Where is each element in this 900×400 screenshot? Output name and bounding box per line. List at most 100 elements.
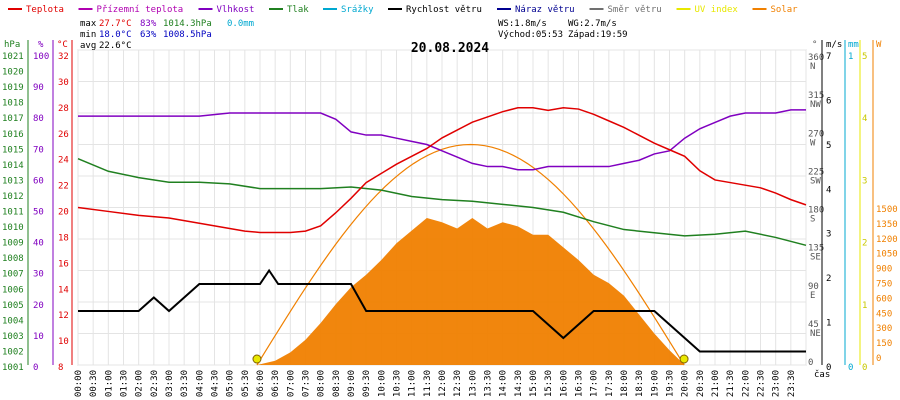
stat-min-label: min	[80, 30, 96, 40]
axis-tick-ms: 3	[826, 230, 831, 240]
axis-tick-dir: 45	[808, 320, 819, 330]
axis-tick-dir-name: S	[810, 215, 815, 225]
axis-tick-hpa: 1004	[2, 316, 24, 326]
axis-tick-dir: 135	[808, 244, 824, 254]
axis-tick-hpa: 1020	[2, 68, 24, 78]
axis-tick-pct: 80	[33, 114, 44, 124]
series-humidity	[78, 109, 806, 171]
axis-tick-dir-name: N	[810, 62, 815, 72]
axis-tick-time: 11:30	[423, 370, 433, 397]
axis-tick-time: 00:30	[89, 370, 99, 397]
stat-max-press: 1014.3hPa	[163, 19, 212, 29]
axis-tick-time: 15:00	[529, 370, 539, 397]
axis-tick-time: 02:00	[135, 370, 145, 397]
axis-tick-dir: 315	[808, 91, 824, 101]
axis-tick-c: 24	[58, 156, 69, 166]
axis-tick-time: 10:00	[377, 370, 387, 397]
axis-tick-dir-name: SW	[810, 176, 821, 186]
stat-avg-temp: 22.6°C	[99, 41, 132, 51]
stat-min-temp: 18.0°C	[99, 30, 132, 40]
axis-tick-w: 300	[876, 324, 892, 334]
grid	[77, 49, 807, 366]
stat-avg-label: avg	[80, 41, 96, 51]
axis-tick-uv: 2	[862, 239, 867, 249]
stat-wg: WG:2.7m/s	[568, 19, 617, 29]
axis-tick-pct: 60	[33, 176, 44, 186]
axis-tick-time: 15:30	[544, 370, 554, 397]
legend-item: Přízemní teplota	[97, 5, 184, 15]
axis-tick-time: 19:00	[650, 370, 660, 397]
axis-tick-ms: 7	[826, 52, 831, 62]
axis-tick-time: 06:30	[271, 370, 281, 397]
axis-tick-uv: 3	[862, 176, 867, 186]
axis-tick-c: 18	[58, 233, 69, 243]
axis-tick-hpa: 1009	[2, 239, 24, 249]
axis-tick-w: 750	[876, 280, 892, 290]
axis-tick-time: 08:30	[332, 370, 342, 397]
axis-tick-hpa: 1001	[2, 363, 24, 373]
axis-tick-mm: 0	[848, 363, 853, 373]
axis-tick-time: 16:00	[559, 370, 569, 397]
axis-tick-pct: 100	[33, 52, 49, 62]
axis-tick-hpa: 1002	[2, 347, 24, 357]
axis-tick-uv: 4	[862, 114, 867, 124]
legend-item: Srážky	[341, 5, 374, 15]
axis-tick-time: 10:30	[393, 370, 403, 397]
axis-tick-hpa: 1021	[2, 52, 24, 62]
axis-tick-hpa: 1003	[2, 332, 24, 342]
axis-tick-hpa: 1015	[2, 145, 24, 155]
axis-tick-c: 14	[58, 285, 69, 295]
axis-tick-dir-name: NE	[810, 329, 821, 339]
axis-tick-dir: 225	[808, 167, 824, 177]
stat-rain: 0.0mm	[227, 19, 254, 29]
axes-layer: hPa% °C1021102010191018101710161015101410…	[2, 40, 898, 397]
stats-panel: max 27.7°C 83% 1014.3hPa 0.0mm min 18.0°…	[80, 19, 628, 51]
axis-tick-time: 21:00	[711, 370, 721, 397]
stat-max-temp: 27.7°C	[99, 19, 132, 29]
axis-tick-c: 20	[58, 208, 69, 218]
axis-tick-w: 600	[876, 294, 892, 304]
series-temperature	[77, 106, 807, 234]
axis-tick-pct: 20	[33, 301, 44, 311]
axis-unit-mm: mm	[848, 40, 859, 50]
axis-tick-time: 22:00	[741, 370, 751, 397]
axis-unit-time: čas	[814, 369, 830, 380]
stat-max-hum: 83%	[140, 19, 157, 29]
axis-tick-time: 03:30	[180, 370, 190, 397]
axis-tick-hpa: 1010	[2, 223, 24, 233]
axis-tick-c: 16	[58, 259, 69, 269]
axis-tick-hpa: 1006	[2, 285, 24, 295]
axis-tick-time: 03:00	[165, 370, 175, 397]
axis-tick-time: 04:30	[211, 370, 221, 397]
axis-tick-time: 23:30	[787, 370, 797, 397]
axis-tick-ms: 1	[826, 319, 831, 329]
axis-tick-time: 12:00	[438, 370, 448, 397]
stat-sunrise: Východ:05:53	[498, 30, 563, 40]
stat-sunset: Západ:19:59	[568, 30, 628, 40]
axis-tick-time: 20:00	[681, 370, 691, 397]
sunrise-marker	[252, 354, 262, 364]
axis-tick-hpa: 1012	[2, 192, 24, 202]
axis-tick-w: 1200	[876, 235, 898, 245]
axis-unit-deg: °	[812, 40, 817, 50]
axis-tick-time: 05:30	[241, 370, 251, 397]
axis-tick-c: 30	[58, 78, 69, 88]
axis-tick-c: 22	[58, 182, 69, 192]
stat-min-press: 1008.5hPa	[163, 30, 212, 40]
sunset-marker	[679, 354, 689, 364]
axis-tick-hpa: 1019	[2, 83, 24, 93]
axis-tick-w: 900	[876, 265, 892, 275]
axis-tick-time: 05:00	[226, 370, 236, 397]
axis-tick-uv: 5	[862, 52, 867, 62]
legend: Teplota Přízemní teplota Vlhkost Tlak Srážky…	[8, 5, 798, 15]
axis-tick-dir-name: E	[810, 291, 815, 301]
axis-tick-time: 16:30	[575, 370, 585, 397]
axis-tick-pct: 90	[33, 83, 44, 93]
chart-title: 20.08.2024	[411, 41, 489, 56]
axis-tick-time: 04:00	[195, 370, 205, 397]
axis-tick-w: 1500	[876, 205, 898, 215]
axis-tick-dir: 360	[808, 53, 824, 63]
axis-tick-c: 26	[58, 130, 69, 140]
axis-tick-c: 10	[58, 337, 69, 347]
